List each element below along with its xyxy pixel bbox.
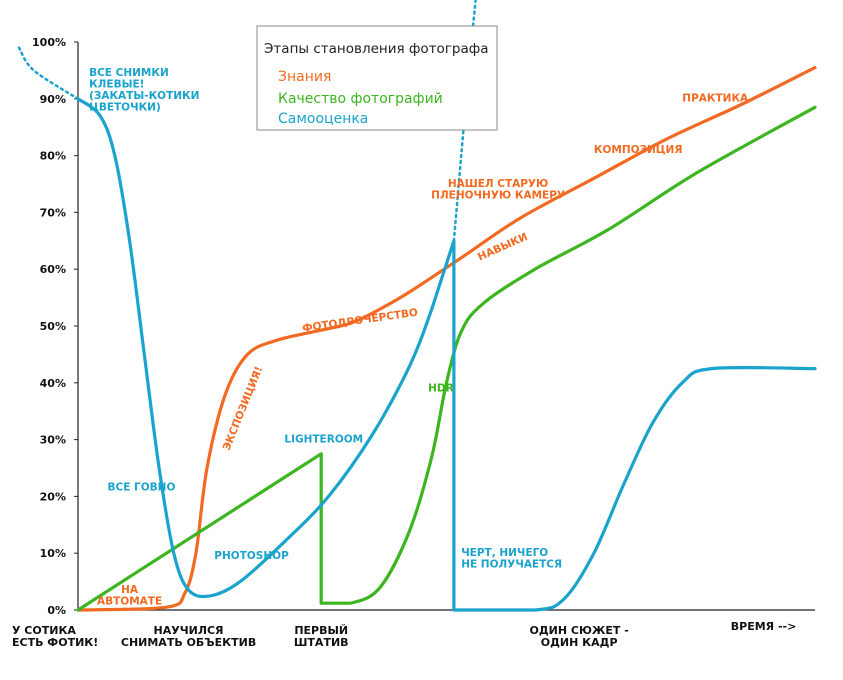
annotation-label: HDR	[428, 382, 454, 394]
annotation-label: ВСЕ ГОВНО	[108, 482, 176, 494]
x-axis-label: НАУЧИЛСЯ СНИМАТЬ ОБЪЕКТИВ	[121, 624, 256, 649]
selfesteem-line	[76, 97, 817, 612]
knowledge-line	[76, 66, 817, 612]
y-tick-label: 50%	[40, 320, 66, 333]
legend: Этапы становления фотографа Знания Качес…	[256, 25, 498, 131]
plot-area: 0% 10% 20% 30% 40% 50% 60% 70% 80% 90% 100% У СОТИК…	[12, 36, 815, 649]
y-tick-label: 0%	[47, 604, 66, 617]
x-axis-label: ОДИН СЮЖЕТ -ОДИН КАДР	[530, 624, 629, 649]
y-tick-label: 30%	[40, 434, 66, 447]
y-tick-label: 20%	[40, 490, 66, 503]
legend-box	[256, 25, 498, 131]
y-tick-label: 100%	[32, 36, 66, 49]
selfesteem-dotted-start	[17, 46, 80, 101]
annotation-label: ВСЕ СНИМКИ КЛЕВЫЕ! (ЗАКАТЫ-КОТИКИ ЦВЕТОЧКИ)	[89, 67, 199, 114]
x-axis-label: У СОТИКА ЕСТЬ ФОТИК!	[12, 624, 98, 649]
annotation-label: ЭКСПОЗИЦИЯ!	[221, 365, 266, 452]
annotation-label: КОМПОЗИЦИЯ	[594, 144, 683, 156]
legend-entry-knowledge: Знания	[278, 69, 331, 85]
annotation-label: ЧЕРТ, НИЧЕГО НЕ ПОЛУЧАЕТСЯ	[461, 547, 562, 571]
knowledge-series	[76, 66, 817, 612]
annotation-label: LIGHTEROOM	[284, 433, 363, 445]
annotations: ВСЕ СНИМКИ КЛЕВЫЕ! (ЗАКАТЫ-КОТИКИ ЦВЕТОЧКИ)…	[89, 67, 749, 607]
y-tick-label: 80%	[40, 150, 66, 163]
legend-title: Этапы становления фотографа	[264, 41, 489, 57]
quality-series	[76, 105, 817, 612]
quality-line	[76, 105, 817, 612]
x-axis-label: ВРЕМЯ -->	[731, 620, 797, 633]
annotation-label: PHOTOSHOP	[214, 550, 289, 562]
annotation-label: ПРАКТИКА	[682, 93, 749, 105]
annotation-label: ФОТОДРОЧЕРСТВО	[302, 307, 419, 335]
y-tick-label: 10%	[40, 547, 66, 560]
y-tick-label: 70%	[40, 206, 66, 219]
annotation-label: НАВЫКИ	[476, 231, 529, 264]
y-tick-label: 90%	[40, 93, 66, 106]
legend-entry-quality: Качество фотографий	[278, 91, 443, 107]
x-axis-label: ПЕРВЫЙ ШТАТИВ	[294, 624, 349, 649]
annotation-label: НА АВТОМАТЕ	[97, 584, 162, 608]
y-tick-label: 40%	[40, 377, 66, 390]
annotation-label: НАШЕЛ СТАРУЮ ПЛЕНОЧНУЮ КАМЕРУ	[431, 178, 565, 202]
y-tick-label: 60%	[40, 263, 66, 276]
legend-entry-selfesteem: Самооценка	[278, 111, 368, 127]
